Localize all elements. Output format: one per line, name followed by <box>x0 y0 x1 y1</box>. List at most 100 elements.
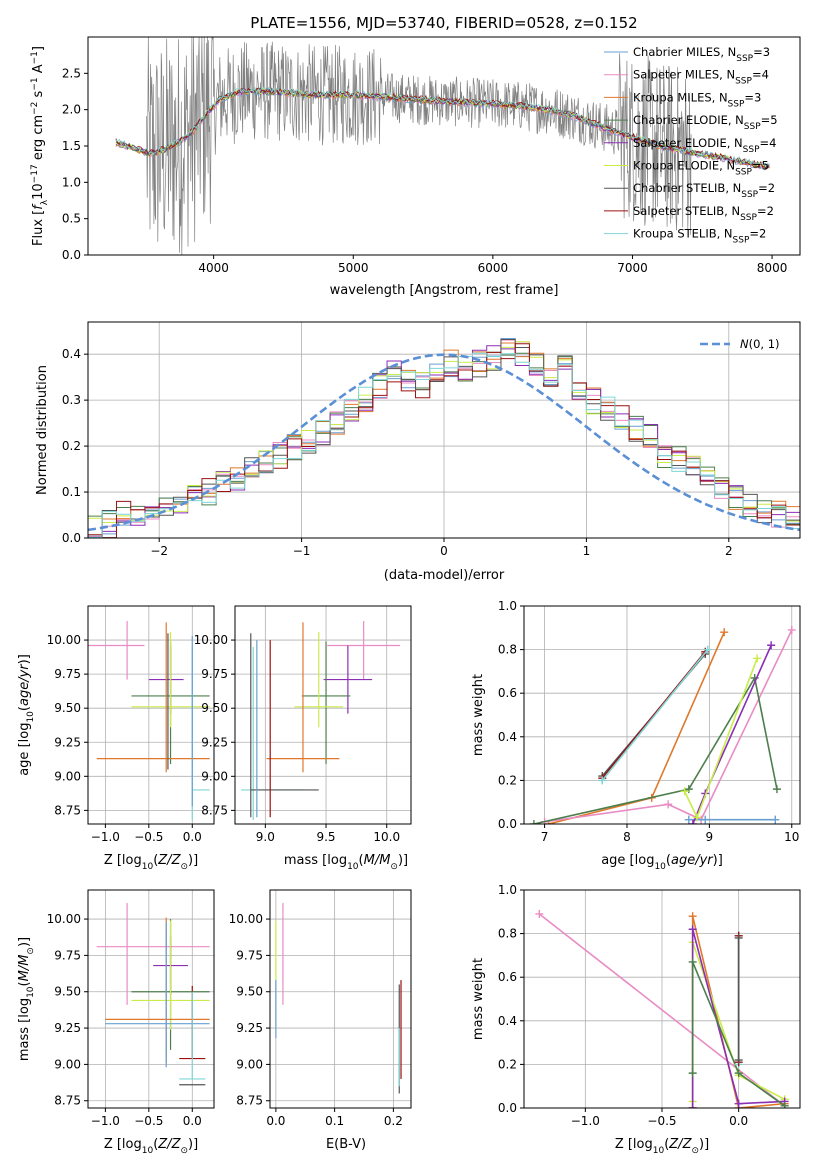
x-tick-label: 6000 <box>478 261 509 275</box>
y-tick-label: 10.00 <box>229 912 263 926</box>
y-tick-label: 1.0 <box>498 883 517 897</box>
x-tick-label: 9 <box>706 830 714 844</box>
y-tick-label: 9.75 <box>54 948 81 962</box>
y-tick-label: 0.0 <box>498 1101 517 1115</box>
x-tick-label: −1.0 <box>571 1114 600 1128</box>
series-line <box>544 629 793 823</box>
plot-area <box>96 903 210 1086</box>
series-marker <box>703 645 712 654</box>
legend-label: Chabrier MILES, NSSP=3 <box>633 45 770 64</box>
y-tick-label: 0.0 <box>62 531 81 545</box>
y-tick-label: 8.75 <box>54 803 81 817</box>
x-tick-label: 4000 <box>198 261 229 275</box>
y-tick-label: 0.2 <box>498 773 517 787</box>
x-axis-label: (data-model)/error <box>384 568 505 583</box>
x-tick-label: 9.0 <box>256 830 275 844</box>
residual-histogram <box>88 343 800 538</box>
y-tick-label: 0.2 <box>62 439 81 453</box>
y-tick-label: 0.6 <box>498 686 517 700</box>
legend-label: Kroupa STELIB, NSSP=2 <box>633 227 766 246</box>
x-tick-label: 0.2 <box>384 1114 403 1128</box>
x-tick-label: 0.0 <box>729 1114 748 1128</box>
series-marker <box>693 813 702 822</box>
y-axis-label: mass weight <box>471 674 486 756</box>
series-marker <box>787 625 796 634</box>
legend-label: Chabrier ELODIE, NSSP=5 <box>633 113 778 132</box>
errorbar-cross <box>327 620 401 680</box>
plot-area <box>115 37 770 255</box>
chart-age-vs-Z: −1.0 −0.5 0.0 8.75 9.00 9.25 9.50 9.75 10.00 Z [l… <box>17 605 215 872</box>
y-tick-label: 9.00 <box>54 1057 81 1071</box>
x-axis-label: Z [log10(Z/Z⊙)] <box>615 1137 709 1156</box>
y-tick-label: 10.00 <box>47 912 81 926</box>
x-tick-label: 1 <box>583 544 591 558</box>
series-marker <box>688 957 697 966</box>
axes-frame <box>87 605 215 825</box>
series-marker <box>767 641 776 650</box>
errorbar-cross <box>105 917 210 1063</box>
x-tick-label: −1 <box>293 544 311 558</box>
errorbar-cross <box>131 920 210 1030</box>
series-marker <box>688 1069 697 1078</box>
legend-label: Chabrier STELIB, NSSP=2 <box>633 181 775 200</box>
y-tick-label: 0.4 <box>498 1014 517 1028</box>
chart-massweight-vs-age: 7 8 9 10 0.0 0.2 0.4 0.6 0.8 1.0 age [log10(age/yr… <box>471 599 801 872</box>
chart-mass-vs-Z: −1.0 −0.5 0.0 8.75 9.00 9.25 9.50 9.75 10.00 Z [l… <box>17 889 215 1156</box>
y-tick-label: 8.75 <box>54 1094 81 1108</box>
x-tick-label: 7000 <box>617 261 648 275</box>
y-tick-label: 9.25 <box>201 735 228 749</box>
x-tick-label: −2 <box>150 544 168 558</box>
x-tick-label: 9.5 <box>316 830 335 844</box>
y-tick-label: 8.75 <box>201 803 228 817</box>
y-axis-label: Flux [fλ10−17 erg cm−2 s−1 A−1] <box>30 46 50 246</box>
residual-histogram <box>88 339 800 538</box>
y-tick-label: 1.5 <box>62 139 81 153</box>
series-marker <box>688 912 697 921</box>
series-marker <box>734 933 743 942</box>
series-marker <box>684 785 693 794</box>
legend-label: Kroupa ELODIE, NSSP=5 <box>633 159 769 178</box>
model-spectrum <box>115 87 770 169</box>
series-marker <box>772 785 781 794</box>
legend-label: Salpeter ELODIE, NSSP=4 <box>633 136 776 155</box>
y-tick-label: 8.75 <box>236 1094 263 1108</box>
y-tick-label: 2.0 <box>62 103 81 117</box>
series-line <box>683 658 758 820</box>
series-marker <box>720 628 729 637</box>
x-tick-label: −1.0 <box>91 1114 120 1128</box>
y-tick-label: 9.00 <box>201 769 228 783</box>
series-marker <box>598 776 607 785</box>
x-tick-label: 10 <box>784 830 799 844</box>
series-marker <box>680 787 689 796</box>
y-tick-label: 0.8 <box>498 927 517 941</box>
axes-frame <box>269 889 412 1109</box>
series-line <box>538 913 786 1107</box>
errorbar-cross <box>88 620 145 680</box>
x-tick-label: 0.0 <box>183 830 202 844</box>
plot-area <box>535 909 789 1108</box>
y-tick-label: 0.4 <box>62 347 81 361</box>
series-marker <box>688 820 697 824</box>
axes-frame <box>523 605 801 825</box>
y-tick-label: 0.4 <box>498 730 517 744</box>
y-axis-label: Normed distribution <box>35 365 50 495</box>
y-tick-label: 0.0 <box>498 817 517 831</box>
plot-area <box>529 625 796 824</box>
y-tick-label: 9.25 <box>54 1021 81 1035</box>
y-tick-label: 9.00 <box>236 1057 263 1071</box>
x-tick-label: 0.1 <box>325 1114 344 1128</box>
axes-frame <box>87 321 801 539</box>
x-tick-label: 0.0 <box>266 1114 285 1128</box>
chart-spectrum: 4000 5000 6000 7000 8000 0.0 0.5 1.0 1.5 2.0 2.5 Ch… <box>30 36 801 298</box>
y-axis-label: mass weight <box>471 958 486 1040</box>
plot-area <box>241 620 401 820</box>
x-tick-label: −0.5 <box>647 1114 676 1128</box>
chart-mass-vs-EBV: 0.0 0.1 0.2 8.75 9.00 9.25 9.50 9.75 10.00 E(B-V) <box>229 889 412 1152</box>
y-tick-label: 10.00 <box>194 633 228 647</box>
y-tick-label: 9.50 <box>236 985 263 999</box>
y-tick-label: 0.3 <box>62 393 81 407</box>
errorbar-cross <box>96 622 210 773</box>
legend-label: Kroupa MILES, NSSP=3 <box>633 90 761 109</box>
y-tick-label: 9.75 <box>54 667 81 681</box>
y-tick-label: 9.25 <box>54 735 81 749</box>
